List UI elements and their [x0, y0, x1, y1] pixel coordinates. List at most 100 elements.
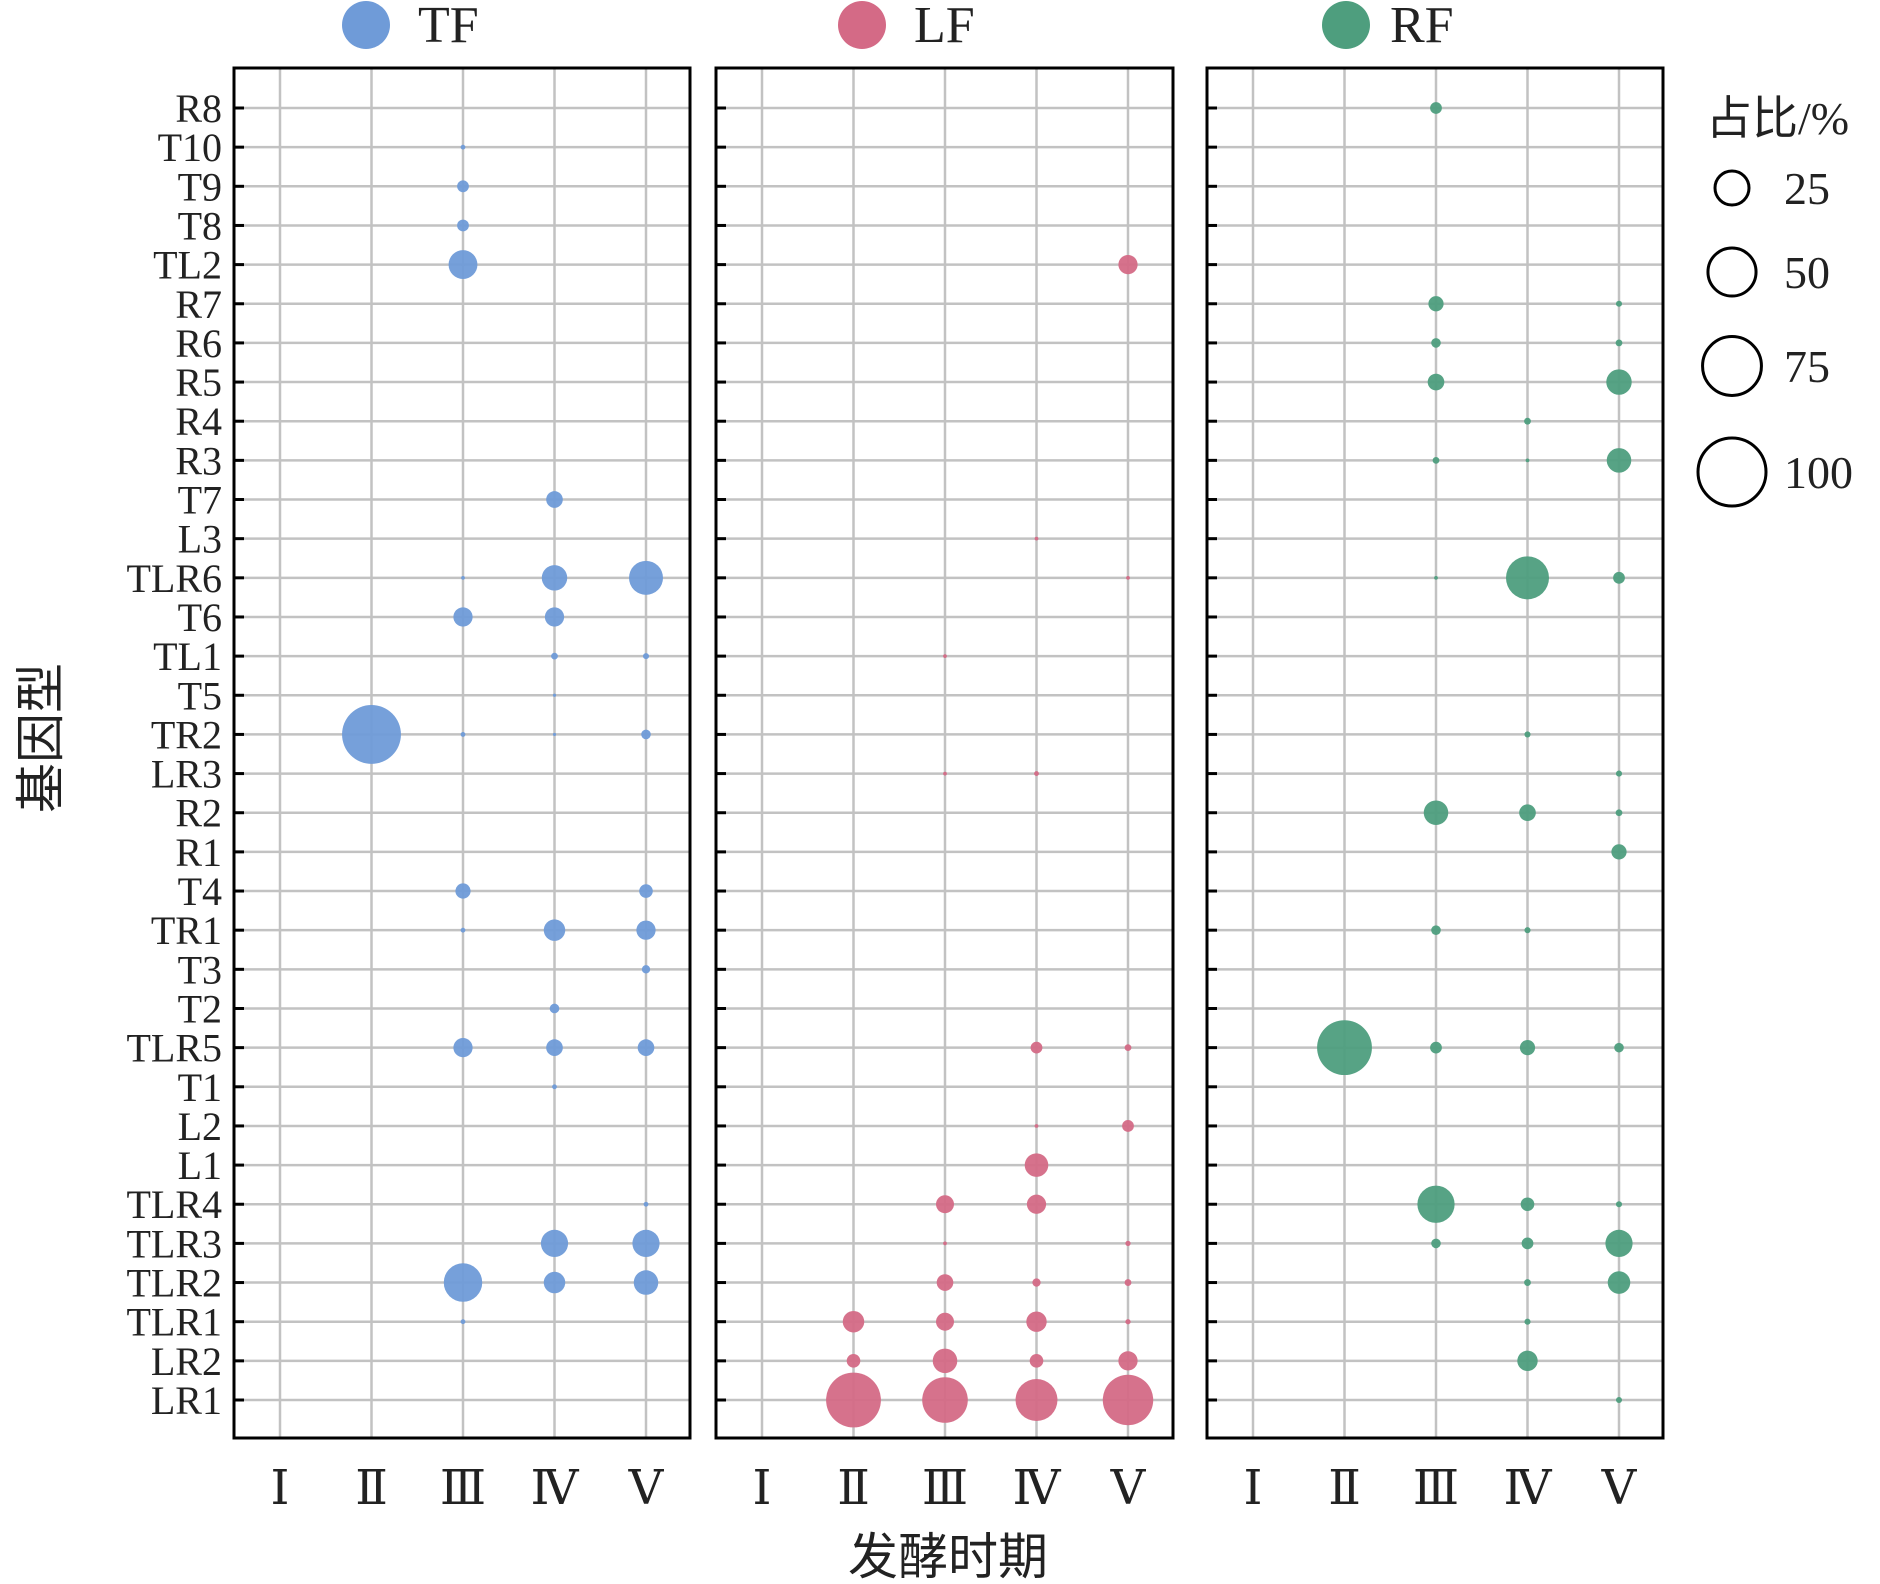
grid-layer: [234, 68, 1663, 1438]
y-tick-label: T7: [178, 478, 222, 523]
y-tick-label: TR2: [151, 712, 222, 757]
bubble-lf-l3: [1034, 536, 1039, 541]
bubble-tf-tlr4: [643, 1201, 649, 1207]
x-tick-label: Ⅲ: [1413, 1462, 1459, 1515]
x-tick-label: Ⅳ: [531, 1462, 580, 1515]
legend-label-lf: LF: [914, 0, 975, 54]
y-tick-label: TL1: [153, 634, 222, 679]
bubble-tf-t10: [460, 144, 466, 150]
bubble-lf-tlr3: [1125, 1240, 1131, 1247]
bubble-tf-t4: [639, 884, 653, 898]
y-tick-label: TLR4: [126, 1182, 222, 1227]
bubble-tf-tl1: [551, 652, 558, 660]
x-tick-label: Ⅱ: [837, 1462, 870, 1515]
bubble-rf-r5: [1427, 373, 1445, 391]
bubble-tf-tl2: [448, 250, 478, 280]
y-tick-label: LR1: [151, 1378, 222, 1423]
bubble-tf-t2: [549, 1003, 560, 1014]
x-tick-label: Ⅴ: [628, 1462, 665, 1515]
bubble-lf-tlr1: [842, 1310, 865, 1333]
y-tick-label: T1: [178, 1065, 222, 1110]
bubble-tf-tr1: [636, 920, 656, 940]
bubble-lf-lr1: [1102, 1374, 1154, 1426]
y-tick-label: R4: [175, 399, 222, 444]
y-tick-label: LR3: [151, 752, 222, 797]
x-tick-label: Ⅴ: [1601, 1462, 1638, 1515]
legend-label-tf: TF: [418, 0, 479, 54]
x-axis-title: 发酵时期: [848, 1529, 1048, 1584]
bubble-rf-tlr6: [1505, 556, 1550, 600]
bubble-rf-tr1: [1524, 927, 1531, 934]
size-legend: 占比/% 25 50 75 100: [1696, 93, 1853, 508]
bubble-tf-t7: [546, 491, 563, 508]
bubble-rf-r2: [1423, 800, 1449, 825]
x-tick-label: Ⅴ: [1110, 1462, 1147, 1515]
panel-frame-lf: [714, 66, 1175, 1440]
legend-marker-rf: [1322, 1, 1370, 49]
bubble-tf-t5: [552, 693, 557, 697]
panel-frame-layer: [232, 66, 1665, 1440]
panel-frame-rf: [1205, 66, 1665, 1440]
bubble-lf-l1: [1024, 1153, 1049, 1177]
y-tick-label: R3: [175, 438, 222, 483]
size-legend-label: 100: [1784, 447, 1853, 498]
y-tick-label: TLR1: [126, 1300, 222, 1345]
size-legend-circle: [1713, 169, 1751, 207]
bubble-lf-tlr5: [1124, 1044, 1132, 1052]
bubble-rf-r7: [1428, 296, 1444, 312]
bubble-lf-l2: [1122, 1120, 1134, 1132]
bubble-rf-tlr2: [1607, 1271, 1631, 1294]
bubble-rf-tlr3: [1431, 1238, 1441, 1249]
x-tick-label: Ⅰ: [753, 1462, 772, 1515]
bubble-tf-t9: [457, 180, 469, 193]
bubble-lf-tl1: [943, 654, 947, 658]
bubble-rf-lr3: [1615, 770, 1623, 777]
bubble-lf-lr1: [826, 1372, 881, 1428]
bubble-rf-r7: [1615, 300, 1623, 307]
bubble-lf-tlr2: [1032, 1278, 1041, 1287]
bubble-layer: [342, 102, 1633, 1428]
bubble-rf-tlr3: [1605, 1229, 1633, 1257]
bubble-tf-tlr2: [443, 1263, 483, 1302]
size-legend-circle: [1696, 436, 1768, 508]
y-tick-label: R7: [175, 282, 222, 327]
bubble-lf-tlr1: [936, 1312, 954, 1331]
size-legend-circle: [1706, 246, 1758, 298]
bubble-tf-tlr6: [629, 560, 663, 595]
y-tick-label: R1: [175, 830, 222, 875]
bubble-rf-r4: [1524, 417, 1531, 425]
y-tick-label: LR2: [151, 1339, 222, 1384]
bubble-lf-tlr5: [1030, 1041, 1043, 1054]
bubble-lf-l2: [1034, 1124, 1039, 1128]
bubble-tf-tlr2: [543, 1271, 566, 1294]
bubble-rf-r6: [1431, 338, 1441, 348]
bubble-lf-tlr2: [1124, 1279, 1132, 1286]
bubble-lf-lr2: [1118, 1351, 1138, 1371]
bubble-tf-t4: [455, 883, 471, 899]
bubble-rf-tlr4: [1520, 1197, 1535, 1212]
y-tick-label: R6: [175, 321, 222, 366]
bubble-rf-tlr5: [1519, 1040, 1536, 1056]
bubble-lf-lr2: [846, 1354, 861, 1368]
bubble-lf-tlr4: [1026, 1194, 1047, 1214]
bubble-rf-tlr5: [1317, 1020, 1372, 1076]
bubble-rf-tlr5: [1430, 1041, 1442, 1054]
bubble-lf-lr2: [1029, 1354, 1044, 1368]
y-tick-label: TR1: [151, 908, 222, 953]
y-tick-label: TLR3: [126, 1221, 222, 1266]
bubble-rf-tr2: [1524, 731, 1531, 738]
y-tick-label: T9: [178, 164, 222, 209]
size-legend-label: 75: [1784, 341, 1830, 392]
y-tick-label: TLR5: [126, 1026, 222, 1071]
bubble-rf-r6: [1615, 339, 1623, 347]
bubble-tf-tlr5: [637, 1039, 655, 1056]
size-legend-circle: [1701, 335, 1763, 397]
x-tick-label: Ⅲ: [440, 1462, 486, 1515]
x-tick-label: Ⅱ: [355, 1462, 388, 1515]
y-tick-label: T3: [178, 947, 222, 992]
y-tick-label: R5: [175, 360, 222, 405]
x-tick-label: Ⅳ: [1504, 1462, 1553, 1515]
x-tick-label: Ⅳ: [1013, 1462, 1062, 1515]
bubble-rf-r8: [1430, 102, 1442, 114]
